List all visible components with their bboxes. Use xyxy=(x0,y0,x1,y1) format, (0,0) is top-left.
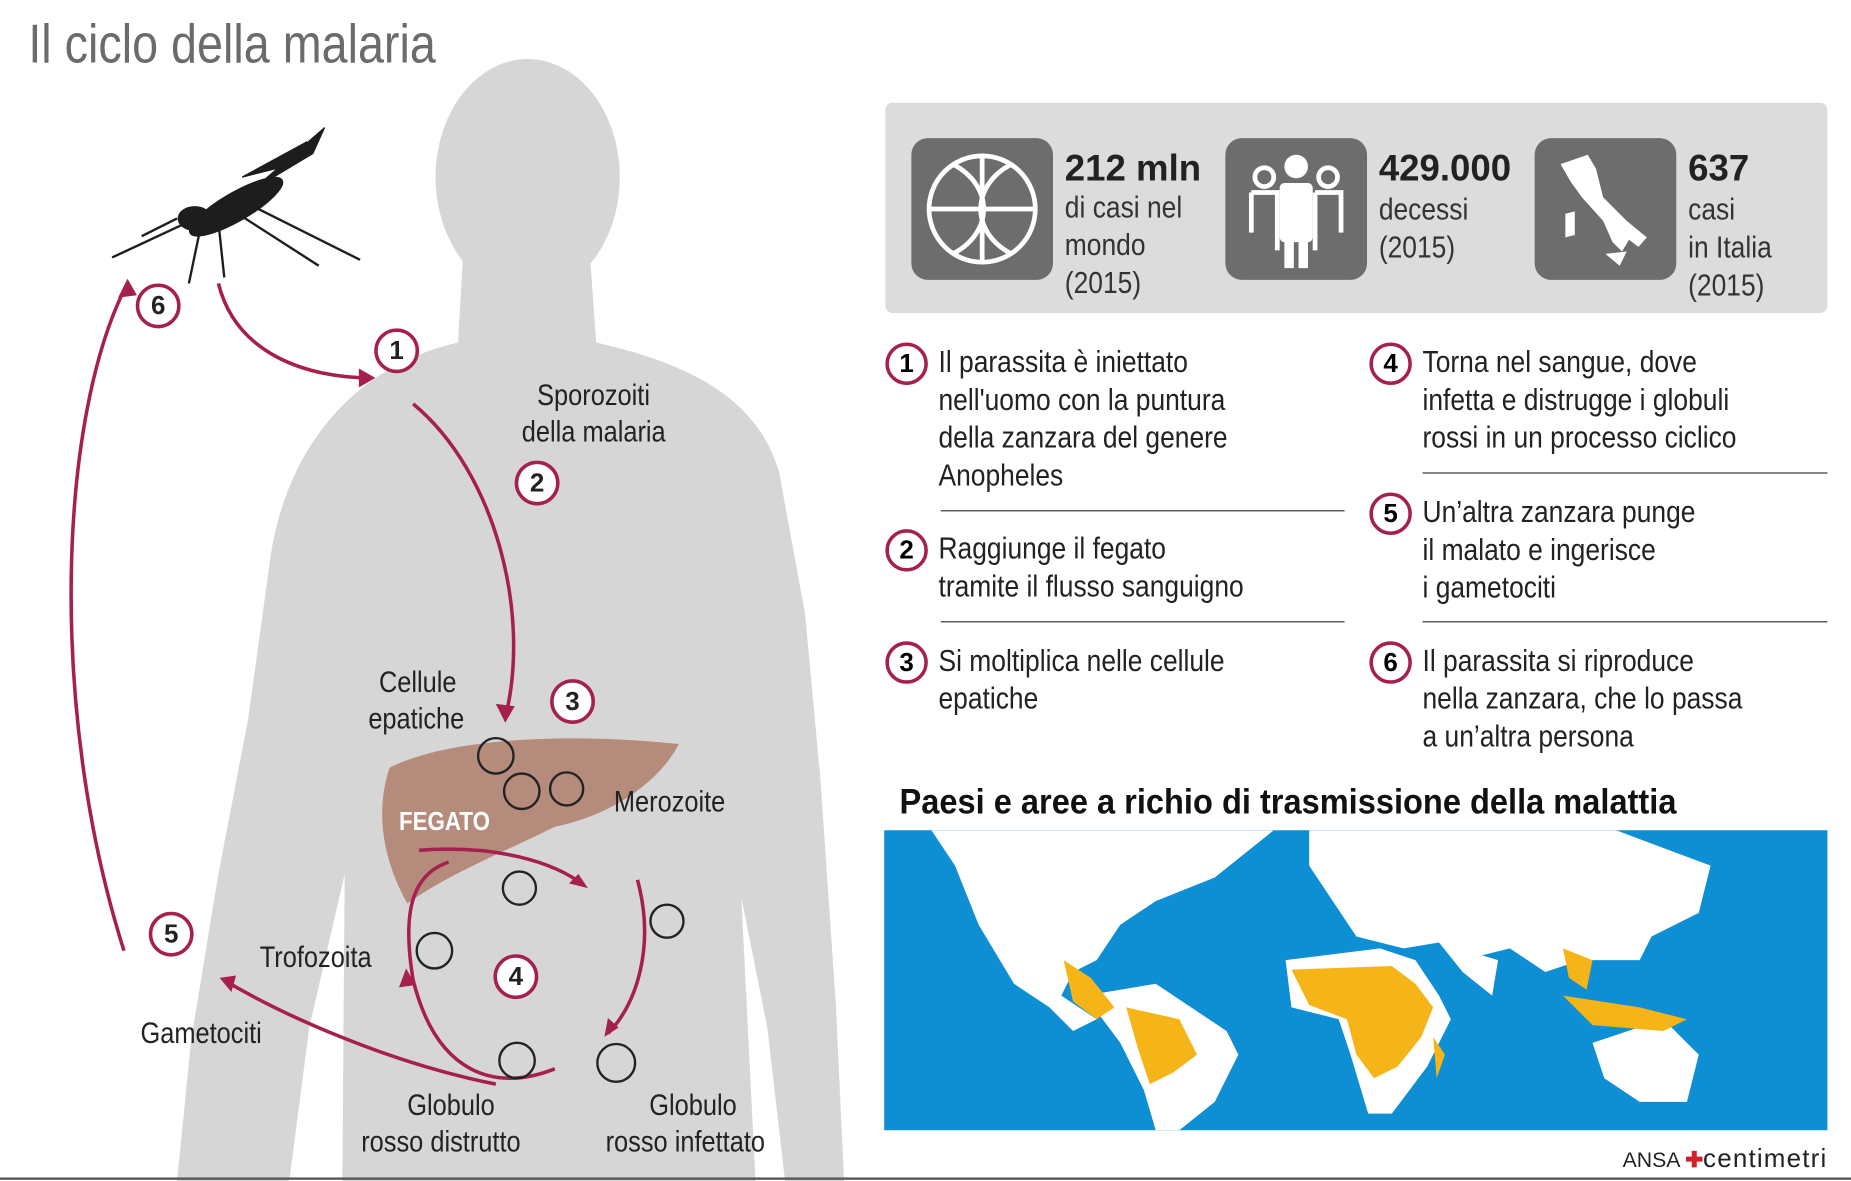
step-number: 1 xyxy=(885,342,928,386)
diagram-step-5: 5 xyxy=(148,911,194,957)
step-number: 5 xyxy=(1369,492,1412,535)
italy-map-icon xyxy=(1534,138,1677,280)
people-icon xyxy=(1225,138,1368,280)
label-globulo-infettato-2: rosso infettato xyxy=(605,1125,766,1159)
diagram-step-6: 6 xyxy=(135,283,181,329)
bottom-border xyxy=(0,1177,1851,1180)
credit-logo: ANSA ✚centimetri xyxy=(1622,1143,1828,1173)
divider xyxy=(1422,472,1828,474)
step-number: 6 xyxy=(1369,641,1412,684)
arrowheads xyxy=(118,278,619,1037)
step-number: 4 xyxy=(1369,342,1412,386)
label-globulo-distrutto-2: rosso distrutto xyxy=(361,1125,521,1159)
label-gametociti: Gametociti xyxy=(140,1016,262,1050)
step-text: Torna nel sangue, dove infetta e distrugg… xyxy=(1422,343,1737,455)
label-fegato: FEGATO xyxy=(399,806,491,837)
label-cellule-2: epatiche xyxy=(368,702,465,736)
label-sporozoiti-2: della malaria xyxy=(521,415,666,449)
step-text: Il parassita è iniettato nell'uomo con la… xyxy=(938,343,1228,493)
cycle-arrows xyxy=(69,282,647,1086)
globe-icon xyxy=(911,138,1054,280)
stat-value-deaths: 429.000 xyxy=(1378,147,1512,189)
diagram-step-3: 3 xyxy=(550,679,595,724)
diagram-step-4: 4 xyxy=(493,954,539,1000)
page-title: Il ciclo della malaria xyxy=(28,12,436,75)
step-text: Il parassita si riproduce nella zanzara, … xyxy=(1422,642,1743,754)
label-sporozoiti: Sporozoiti xyxy=(537,379,650,413)
label-trofozoita: Trofozoita xyxy=(259,941,372,975)
divider xyxy=(1422,621,1828,623)
malaria-cycle-diagram xyxy=(69,59,845,1181)
human-silhouette xyxy=(177,59,845,1181)
step-text: Un’altra zanzara punge il malato e ingeri… xyxy=(1422,493,1696,605)
label-globulo-infettato: Globulo xyxy=(649,1088,737,1122)
risk-areas xyxy=(1063,948,1687,1085)
liver-shape xyxy=(382,738,679,904)
stat-value-cases: 212 mln xyxy=(1064,147,1202,189)
step-number: 2 xyxy=(885,529,928,572)
stats-panel: 212 mln di casi nel mondo (2015) 429.000 d… xyxy=(885,102,1828,313)
divider xyxy=(940,510,1345,512)
label-cellule: Cellule xyxy=(378,666,457,700)
world-risk-map xyxy=(884,830,1828,1131)
step-number: 3 xyxy=(885,641,928,684)
label-globulo-distrutto: Globulo xyxy=(407,1088,495,1122)
diagram-step-2: 2 xyxy=(514,460,560,506)
stat-label-italy: casi in Italia (2015) xyxy=(1688,191,1772,303)
blood-cells xyxy=(415,736,685,1083)
stat-label-cases: di casi nel mondo (2015) xyxy=(1064,188,1183,300)
mosquito-icon xyxy=(111,127,361,284)
divider xyxy=(940,621,1345,623)
step-text: Raggiunge il fegato tramite il flusso san… xyxy=(938,530,1244,604)
stat-value-italy: 637 xyxy=(1688,147,1750,189)
map-title: Paesi e aree a richio di trasmissione de… xyxy=(899,783,1677,822)
label-merozoite: Merozoite xyxy=(613,785,726,819)
stat-label-deaths: decessi (2015) xyxy=(1378,191,1469,265)
diagram-step-1: 1 xyxy=(374,328,420,374)
step-text: Si moltiplica nelle cellule epatiche xyxy=(938,642,1225,716)
